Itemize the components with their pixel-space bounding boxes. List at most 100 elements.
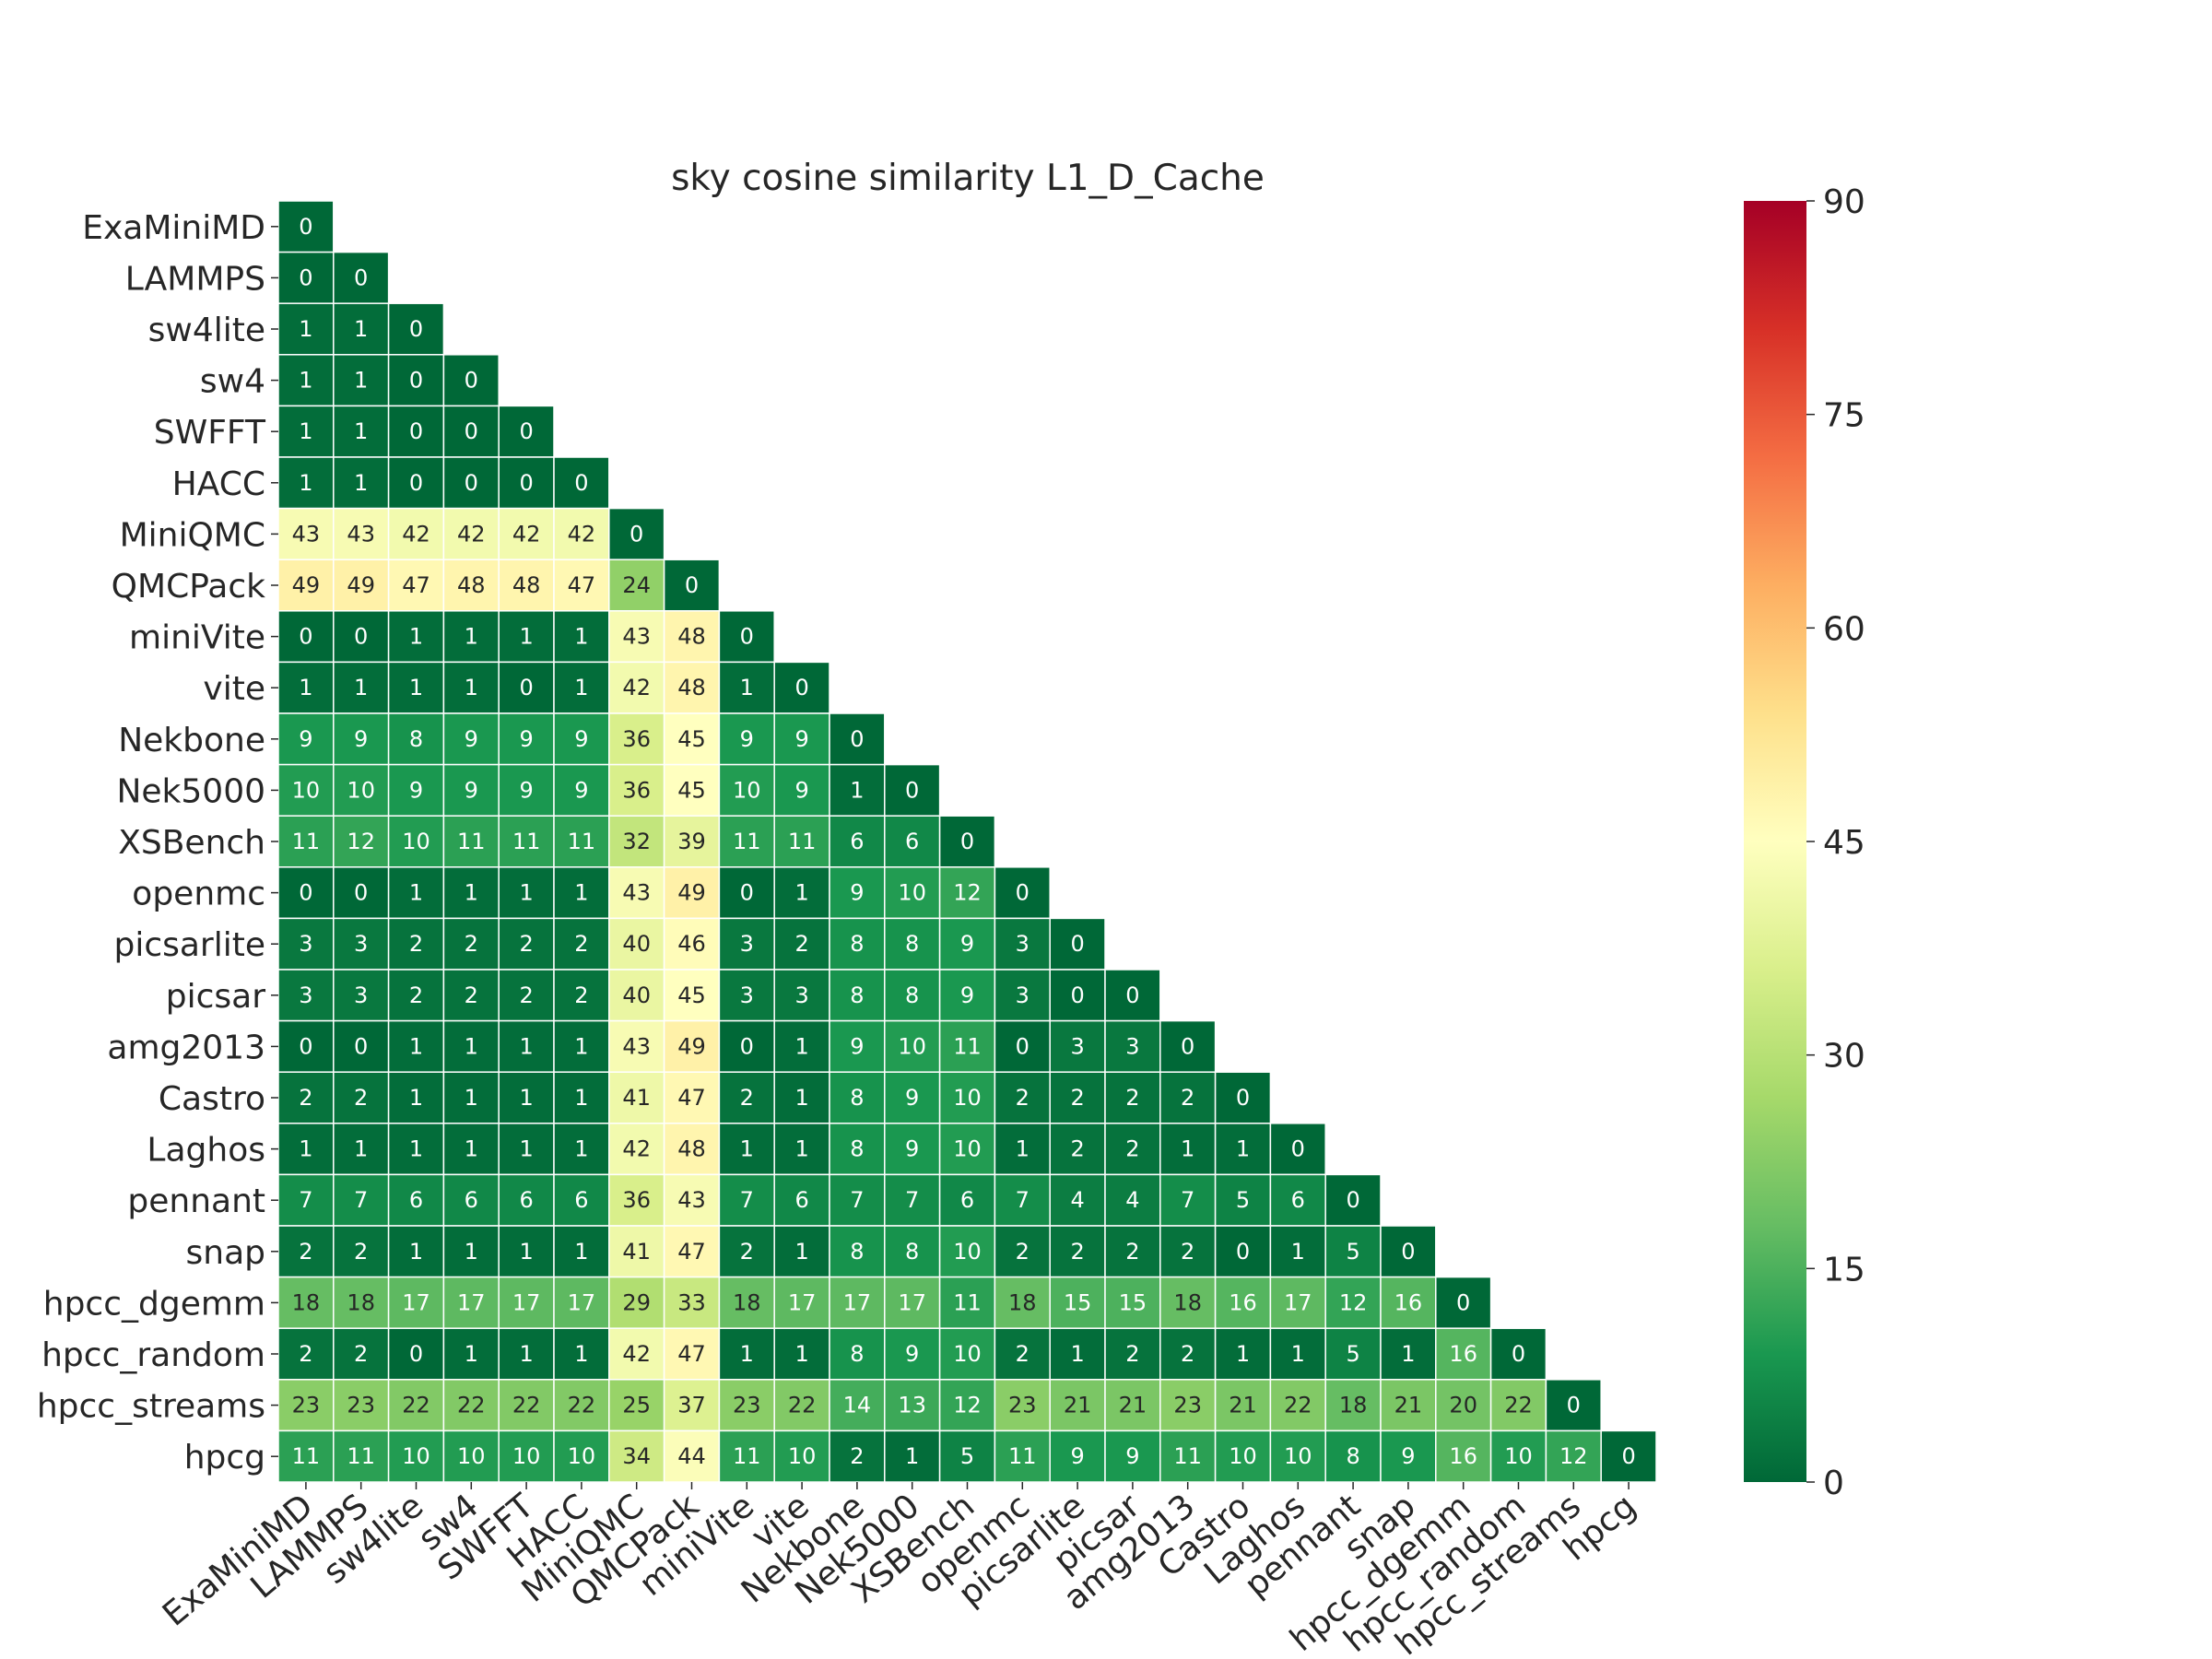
cell-value-label: 47 bbox=[677, 1085, 706, 1111]
cell-value-label: 10 bbox=[953, 1341, 982, 1367]
cell-value-label: 42 bbox=[402, 521, 430, 547]
heatmap-cell bbox=[387, 559, 445, 612]
cell-value-label: 7 bbox=[299, 1187, 312, 1213]
cell-value-label: 9 bbox=[794, 726, 808, 752]
cell-value-label: 11 bbox=[1173, 1443, 1202, 1469]
cell-value-label: 25 bbox=[622, 1393, 651, 1418]
heatmap-cell bbox=[277, 815, 335, 868]
heatmap-cell bbox=[884, 866, 941, 920]
cell-value-label: 1 bbox=[299, 418, 312, 444]
heatmap-cell bbox=[1489, 1379, 1547, 1432]
heatmap-cell bbox=[553, 866, 610, 920]
cell-value-label: 8 bbox=[905, 1239, 919, 1265]
heatmap-cell bbox=[829, 917, 886, 971]
heatmap-cell bbox=[663, 1071, 721, 1124]
cell-value-label: 45 bbox=[677, 726, 706, 752]
heatmap-cell bbox=[938, 1071, 996, 1124]
heatmap-cell bbox=[277, 661, 335, 714]
heatmap-cell bbox=[1159, 1225, 1217, 1278]
cell-value-label: 1 bbox=[465, 1136, 478, 1162]
cell-value-label: 11 bbox=[1008, 1443, 1037, 1469]
y-tick-label: amg2013 bbox=[107, 1029, 265, 1066]
cell-value-label: 2 bbox=[1070, 1239, 1084, 1265]
heatmap-cell bbox=[277, 610, 335, 664]
cell-value-label: 1 bbox=[519, 1136, 533, 1162]
cell-value-label: 0 bbox=[1070, 931, 1084, 957]
cell-value-label: 3 bbox=[740, 982, 754, 1008]
cell-value-label: 1 bbox=[465, 675, 478, 700]
cell-value-label: 10 bbox=[1284, 1443, 1312, 1469]
heatmap-cell bbox=[608, 866, 665, 920]
cell-value-label: 8 bbox=[905, 982, 919, 1008]
heatmap-cell bbox=[1049, 1071, 1106, 1124]
cell-value-label: 9 bbox=[905, 1136, 919, 1162]
cell-value-label: 9 bbox=[409, 777, 423, 803]
cell-value-label: 3 bbox=[354, 931, 368, 957]
cell-value-label: 40 bbox=[622, 931, 651, 957]
heatmap-cell bbox=[608, 917, 665, 971]
cell-value-label: 9 bbox=[519, 777, 533, 803]
cell-value-label: 18 bbox=[733, 1289, 761, 1315]
cell-value-label: 5 bbox=[1236, 1187, 1250, 1213]
cell-value-label: 10 bbox=[953, 1085, 982, 1111]
heatmap-cell bbox=[718, 969, 775, 1022]
cell-value-label: 0 bbox=[1016, 880, 1030, 906]
cell-value-label: 9 bbox=[905, 1341, 919, 1367]
cell-value-label: 2 bbox=[850, 1443, 864, 1469]
heatmap-cell bbox=[938, 917, 996, 971]
cell-value-label: 49 bbox=[292, 572, 321, 598]
y-tick-label: hpcc_dgemm bbox=[43, 1285, 265, 1323]
cell-value-label: 14 bbox=[843, 1393, 872, 1418]
heatmap-cell bbox=[333, 405, 390, 458]
heatmap-cell bbox=[608, 1173, 665, 1227]
y-tick-label: openmc bbox=[132, 876, 265, 913]
cell-value-label: 43 bbox=[622, 880, 651, 906]
cell-value-label: 16 bbox=[1394, 1289, 1423, 1315]
heatmap-cell bbox=[1104, 1173, 1161, 1227]
cell-value-label: 45 bbox=[677, 982, 706, 1008]
cell-value-label: 12 bbox=[347, 829, 375, 854]
cell-value-label: 11 bbox=[347, 1443, 375, 1469]
cell-value-label: 1 bbox=[1291, 1341, 1305, 1367]
cell-value-label: 0 bbox=[409, 1341, 423, 1367]
cell-value-label: 1 bbox=[519, 1033, 533, 1059]
heatmap-cell bbox=[442, 661, 500, 714]
cell-value-label: 6 bbox=[905, 829, 919, 854]
y-tick-label: miniVite bbox=[129, 619, 265, 657]
cell-value-label: 0 bbox=[1291, 1136, 1305, 1162]
colorbar-tick-label: 90 bbox=[1823, 183, 1865, 221]
cell-value-label: 42 bbox=[568, 521, 596, 547]
cell-value-label: 21 bbox=[1064, 1393, 1092, 1418]
cell-value-label: 47 bbox=[402, 572, 430, 598]
cell-value-label: 1 bbox=[794, 880, 808, 906]
cell-value-label: 1 bbox=[465, 1085, 478, 1111]
cell-value-label: 0 bbox=[629, 521, 643, 547]
cell-value-label: 10 bbox=[402, 1443, 430, 1469]
cell-value-label: 17 bbox=[1284, 1289, 1312, 1315]
heatmap-cell bbox=[663, 1225, 721, 1278]
cell-value-label: 16 bbox=[1449, 1443, 1477, 1469]
cell-value-label: 12 bbox=[953, 1393, 982, 1418]
cell-value-label: 6 bbox=[519, 1187, 533, 1213]
cell-value-label: 2 bbox=[299, 1341, 312, 1367]
cell-value-label: 17 bbox=[788, 1289, 817, 1315]
cell-value-label: 10 bbox=[347, 777, 375, 803]
heatmap-cell bbox=[553, 815, 610, 868]
heatmap-cell bbox=[277, 559, 335, 612]
cell-value-label: 20 bbox=[1449, 1393, 1477, 1418]
cell-value-label: 36 bbox=[622, 777, 651, 803]
cell-value-label: 0 bbox=[299, 880, 312, 906]
heatmap-cell bbox=[553, 1276, 610, 1329]
cell-value-label: 11 bbox=[292, 1443, 321, 1469]
cell-value-label: 48 bbox=[677, 1136, 706, 1162]
cell-value-label: 10 bbox=[898, 1033, 926, 1059]
cell-value-label: 9 bbox=[850, 1033, 864, 1059]
cell-value-label: 2 bbox=[519, 931, 533, 957]
cell-value-label: 2 bbox=[354, 1085, 368, 1111]
cell-value-label: 6 bbox=[850, 829, 864, 854]
heatmap-cell bbox=[718, 1071, 775, 1124]
heatmap-cell bbox=[553, 1019, 610, 1073]
heatmap-cell bbox=[994, 917, 1051, 971]
heatmap-cell bbox=[663, 1327, 721, 1381]
cell-value-label: 0 bbox=[1236, 1239, 1250, 1265]
